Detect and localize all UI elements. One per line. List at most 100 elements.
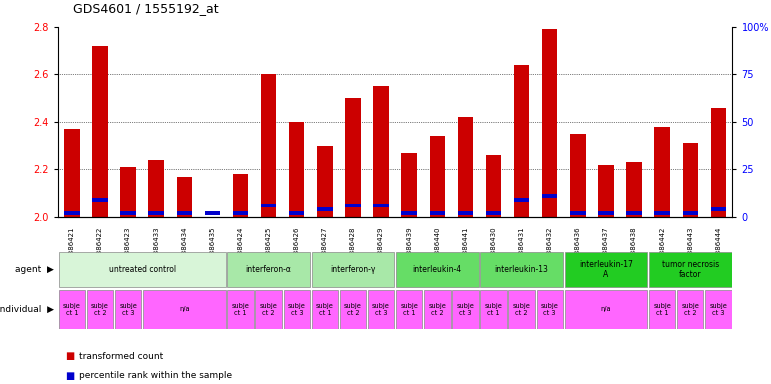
Bar <box>143 290 226 329</box>
Bar <box>317 146 332 217</box>
Bar <box>682 143 698 217</box>
Text: transformed count: transformed count <box>79 352 163 361</box>
Text: interleukin-13: interleukin-13 <box>495 265 549 274</box>
Bar <box>177 211 192 215</box>
Bar <box>458 117 473 217</box>
Text: subje
ct 3: subje ct 3 <box>120 303 137 316</box>
Bar <box>149 160 164 217</box>
Bar <box>255 290 282 329</box>
Bar <box>93 46 108 217</box>
Bar <box>149 211 164 215</box>
Bar <box>204 211 221 215</box>
Bar <box>649 252 732 287</box>
Bar <box>480 290 507 329</box>
Bar <box>564 290 648 329</box>
Bar <box>626 162 641 217</box>
Bar <box>177 177 192 217</box>
Text: GDS4601 / 1555192_at: GDS4601 / 1555192_at <box>73 2 219 15</box>
Text: interleukin-4: interleukin-4 <box>412 265 462 274</box>
Bar <box>345 98 361 217</box>
Text: tumor necrosis
factor: tumor necrosis factor <box>662 260 719 280</box>
Text: subje
ct 2: subje ct 2 <box>682 303 699 316</box>
Bar <box>486 155 501 217</box>
Bar <box>261 204 276 207</box>
Bar <box>120 167 136 217</box>
Text: subje
ct 2: subje ct 2 <box>260 303 278 316</box>
Text: subje
ct 2: subje ct 2 <box>91 303 109 316</box>
Bar <box>598 211 614 215</box>
Bar <box>345 204 361 207</box>
Bar <box>284 290 310 329</box>
Text: subje
ct 2: subje ct 2 <box>513 303 530 316</box>
Text: subje
ct 3: subje ct 3 <box>456 303 474 316</box>
Bar <box>373 204 389 207</box>
Bar <box>402 211 417 215</box>
Text: agent  ▶: agent ▶ <box>15 265 54 274</box>
Text: subje
ct 1: subje ct 1 <box>63 303 81 316</box>
Bar <box>711 108 726 217</box>
Bar <box>59 252 226 287</box>
Bar <box>570 211 586 215</box>
Bar <box>598 165 614 217</box>
Text: individual  ▶: individual ▶ <box>0 305 54 314</box>
Bar <box>705 290 732 329</box>
Bar <box>458 211 473 215</box>
Bar <box>289 122 305 217</box>
Bar <box>649 290 675 329</box>
Bar <box>402 153 417 217</box>
Text: subje
ct 1: subje ct 1 <box>400 303 418 316</box>
Bar <box>120 211 136 215</box>
Bar <box>233 211 248 215</box>
Text: percentile rank within the sample: percentile rank within the sample <box>79 371 233 380</box>
Text: subje
ct 1: subje ct 1 <box>485 303 503 316</box>
Bar <box>87 290 113 329</box>
Bar <box>453 290 479 329</box>
Text: subje
ct 1: subje ct 1 <box>316 303 334 316</box>
Bar <box>514 198 530 202</box>
Bar <box>626 211 641 215</box>
Bar <box>570 134 586 217</box>
Text: ■: ■ <box>66 371 75 381</box>
Bar <box>311 252 394 287</box>
Bar <box>711 207 726 211</box>
Text: interleukin-17
A: interleukin-17 A <box>579 260 633 280</box>
Bar <box>682 211 698 215</box>
Bar <box>340 290 366 329</box>
Bar <box>317 207 332 211</box>
Bar <box>514 65 530 217</box>
Text: n/a: n/a <box>179 306 190 312</box>
Text: subje
ct 3: subje ct 3 <box>709 303 727 316</box>
Bar <box>396 252 479 287</box>
Bar <box>424 290 450 329</box>
Text: n/a: n/a <box>601 306 611 312</box>
Text: subje
ct 2: subje ct 2 <box>344 303 362 316</box>
Bar <box>508 290 535 329</box>
Text: subje
ct 1: subje ct 1 <box>231 303 250 316</box>
Text: subje
ct 3: subje ct 3 <box>372 303 390 316</box>
Text: subje
ct 3: subje ct 3 <box>540 303 559 316</box>
Bar <box>655 211 670 215</box>
Bar <box>486 211 501 215</box>
Text: interferon-α: interferon-α <box>246 265 291 274</box>
Text: untreated control: untreated control <box>109 265 176 274</box>
Bar <box>368 290 394 329</box>
Text: subje
ct 3: subje ct 3 <box>288 303 305 316</box>
Bar <box>373 86 389 217</box>
Bar <box>64 129 79 217</box>
Bar <box>542 194 557 198</box>
Bar <box>542 29 557 217</box>
Bar <box>233 174 248 217</box>
Bar <box>59 290 85 329</box>
Bar <box>564 252 648 287</box>
Bar <box>429 136 445 217</box>
Bar <box>227 252 310 287</box>
Bar <box>677 290 703 329</box>
Text: subje
ct 1: subje ct 1 <box>653 303 671 316</box>
Text: ■: ■ <box>66 351 75 361</box>
Text: interferon-γ: interferon-γ <box>330 265 375 274</box>
Bar <box>64 211 79 215</box>
Bar <box>480 252 563 287</box>
Bar <box>311 290 338 329</box>
Bar <box>537 290 563 329</box>
Bar <box>655 127 670 217</box>
